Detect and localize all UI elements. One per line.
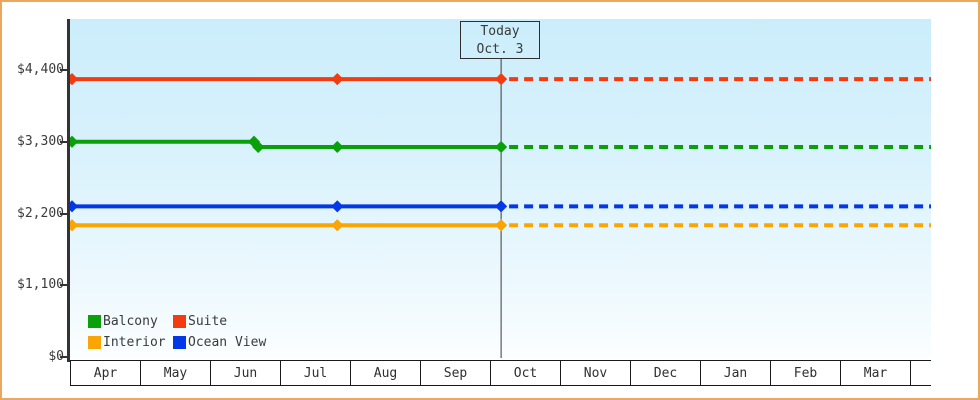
month-cell-jun: Jun [211,361,281,385]
legend-swatch-interior [88,336,101,349]
legend-swatch-balcony [88,315,101,328]
y-axis-tick [60,212,68,215]
month-cell-apr: Apr [71,361,141,385]
y-axis-label: $0 [48,349,64,364]
series-line-balcony [72,139,502,149]
chart-canvas [70,59,931,358]
y-axis-label: $3,300 [17,133,64,149]
chart-legend: Balcony Suite Interior Ocean View [88,311,266,353]
y-axis-tick [60,69,68,71]
month-cell-nov: Nov [561,361,631,385]
month-cell-sep: Sep [421,361,491,385]
today-label: Today [480,24,520,39]
month-cell-jan: Jan [701,361,771,385]
y-axis-label: $2,200 [17,205,64,221]
month-cell-stub [911,361,931,385]
legend-item-interior: Interior [88,332,173,353]
marker-ocean-view [331,200,344,213]
legend-label: Suite [188,314,228,329]
month-cell-may: May [141,361,211,385]
today-date: Oct. 3 [476,42,524,57]
month-cell-jul: Jul [281,361,351,385]
legend-item-suite: Suite [173,311,266,332]
legend-label: Ocean View [188,335,267,350]
x-axis-month-row: Apr May Jun Jul Aug Sep Oct Nov Dec Jan Feb Mar [70,360,931,386]
legend-label: Balcony [103,314,158,329]
marker-suite [70,73,79,86]
month-cell-aug: Aug [351,361,421,385]
marker-suite [331,73,344,86]
marker-ocean-view [70,200,79,213]
marker-balcony [495,140,508,154]
legend-item-ocean-view: Ocean View [173,332,266,353]
month-cell-feb: Feb [771,361,841,385]
month-cell-dec: Dec [631,361,701,385]
month-cell-mar: Mar [841,361,911,385]
marker-suite [495,73,508,86]
plot-area [70,19,931,358]
marker-balcony [331,140,344,154]
month-cell-oct: Oct [491,361,561,385]
legend-item-balcony: Balcony [88,311,173,332]
y-axis-label: $1,100 [17,277,64,293]
marker-balcony [70,135,79,148]
y-axis-tick [60,140,68,143]
marker-ocean-view [495,200,508,213]
legend-swatch-suite [173,315,186,328]
y-axis-tick [60,284,68,287]
marker-interior [495,219,508,232]
y-axis-line [67,19,70,362]
today-marker-box: Today Oct. 3 [460,21,540,59]
y-axis-tick [60,356,68,358]
y-axis-label: $4,400 [17,62,64,77]
legend-swatch-ocean-view [173,336,186,349]
marker-interior [70,219,79,232]
marker-interior [331,219,344,232]
legend-label: Interior [103,335,166,350]
